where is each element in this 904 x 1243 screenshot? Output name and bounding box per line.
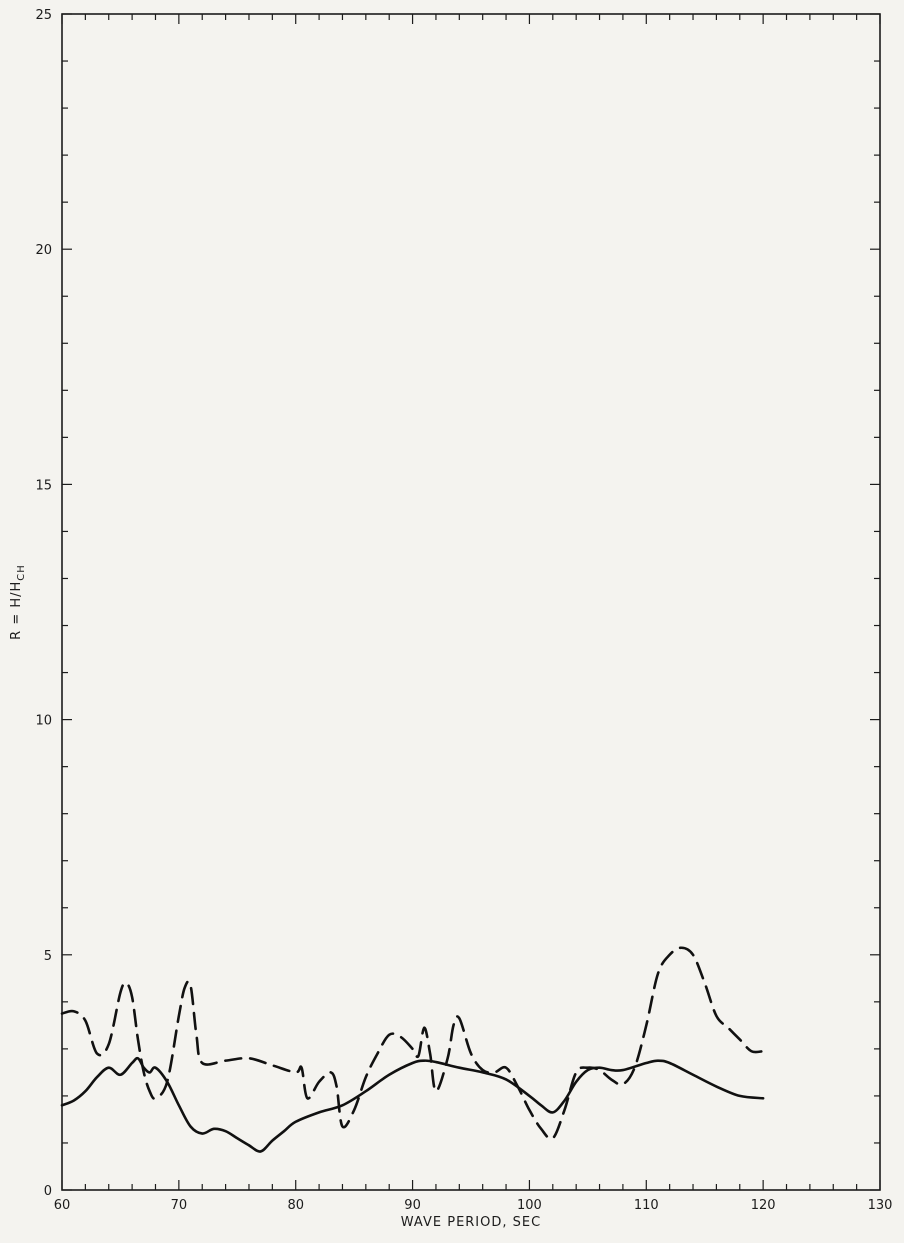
x-tick-label: 100 — [517, 1198, 542, 1213]
x-tick-label: 70 — [171, 1198, 188, 1213]
x-tick-labels: 60 70 80 90 100 110 120 130 — [54, 1198, 893, 1213]
x-tick-label: 130 — [868, 1198, 893, 1213]
y-tick-label: 0 — [44, 1184, 52, 1199]
y-axis-title-main: R = H/H — [9, 581, 24, 640]
series-layer — [60, 946, 765, 1153]
y-tick-label: 10 — [35, 714, 52, 729]
y-axis-title-subscript: CH — [16, 564, 27, 581]
x-axis-title: WAVE PERIOD, SEC — [401, 1215, 541, 1230]
y-tick-label: 20 — [35, 243, 52, 258]
x-tick-label: 90 — [404, 1198, 421, 1213]
x-tick-label: 120 — [751, 1198, 776, 1213]
y-tick-label: 25 — [35, 8, 52, 23]
x-tick-label: 80 — [287, 1198, 304, 1213]
y-axis-title: R = H/HCH — [9, 564, 27, 640]
axis-ticks — [61, 13, 881, 1191]
y-tick-labels: 0 5 10 15 20 25 — [35, 8, 52, 1199]
solid-series-line — [60, 1056, 765, 1153]
plot-frame — [61, 13, 881, 1191]
x-tick-label: 60 — [54, 1198, 71, 1213]
x-tick-label: 110 — [634, 1198, 659, 1213]
y-tick-label: 15 — [35, 478, 52, 493]
y-tick-label: 5 — [44, 949, 52, 964]
dashed-series-line — [60, 946, 765, 1141]
